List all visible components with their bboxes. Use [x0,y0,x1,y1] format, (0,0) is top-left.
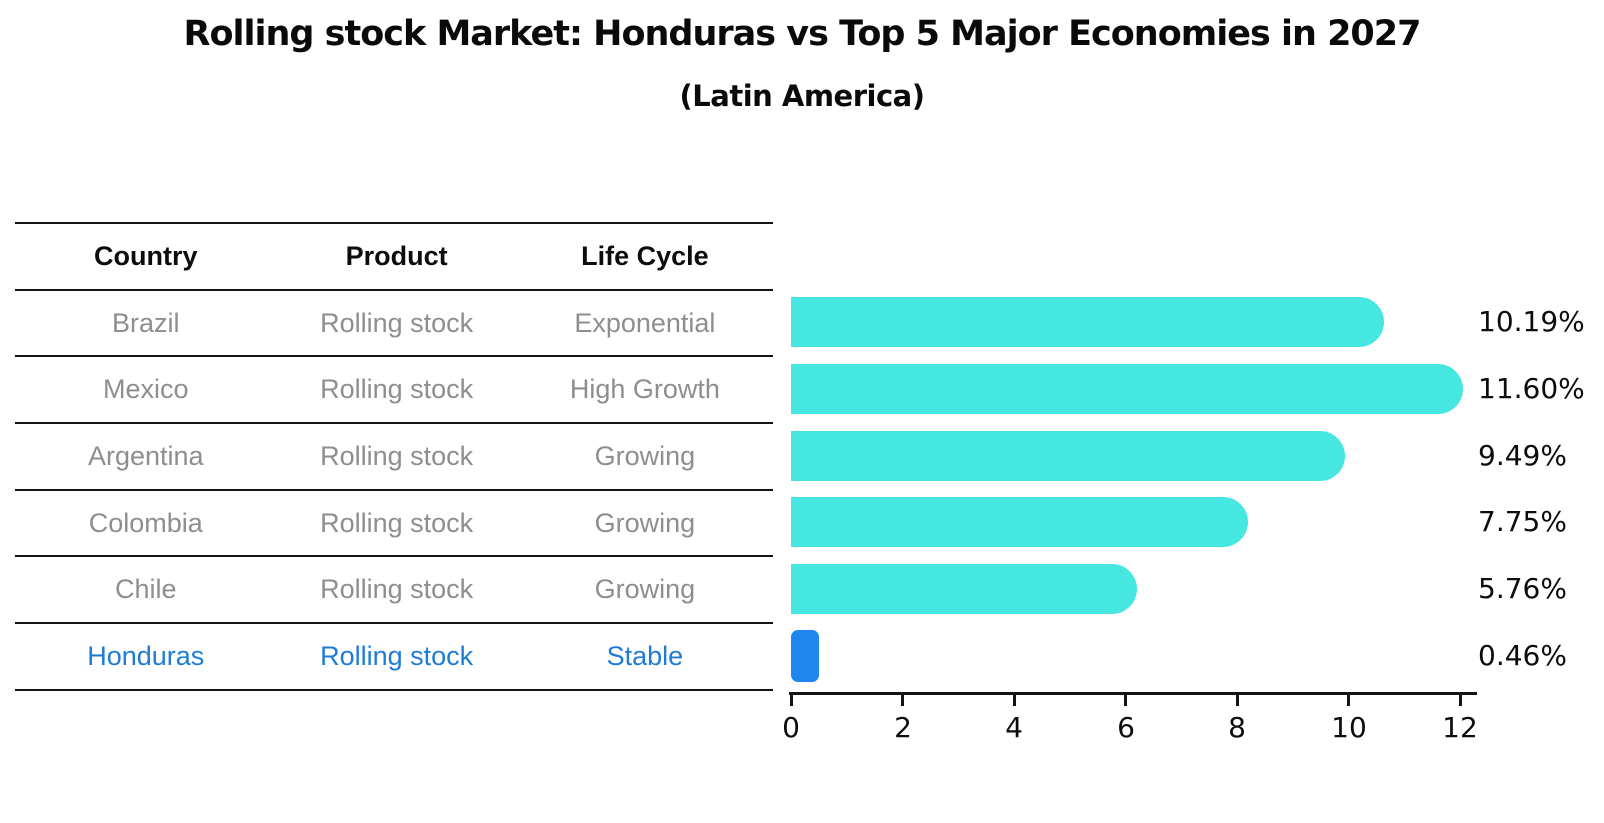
table-row: Honduras Rolling stock Stable [15,622,773,689]
cell-life-cycle: Growing [594,440,696,471]
cell-life-cycle: Exponential [574,307,716,338]
table-row: Argentina Rolling stock Growing [15,422,773,489]
x-axis-tick [1013,695,1016,706]
column-header-life-cycle: Life Cycle [581,240,709,271]
chart-title: Rolling stock Market: Honduras vs Top 5 … [183,14,1422,54]
cell-country: Brazil [111,307,180,338]
table-row: Colombia Rolling stock Growing [15,488,773,556]
x-axis-tick-label: 12 [1442,711,1478,744]
cell-country: Colombia [88,507,203,538]
bar-value-label: 0.46% [1478,639,1567,672]
cell-product: Rolling stock [320,307,474,338]
bar-honduras [791,630,819,682]
x-axis-tick [1347,695,1350,706]
cell-country: Honduras [87,640,205,671]
x-axis-tick-label: 4 [1005,711,1023,744]
table-row: Brazil Rolling stock Exponential [15,288,773,356]
column-header-product: Product [345,240,448,271]
bar-chile [791,564,1137,614]
table-header-row: Country Product Life Cycle [15,222,773,289]
x-axis-tick-label: 0 [782,711,800,744]
country-table: Country Product Life Cycle Brazil Rollin… [15,222,773,691]
bar-value-label: 5.76% [1478,572,1567,605]
cell-product: Rolling stock [320,440,474,471]
x-axis-tick [901,695,904,706]
cell-country: Mexico [102,374,189,405]
bar-value-label: 7.75% [1478,505,1567,538]
cell-product: Rolling stock [320,640,474,671]
x-axis-tick [1236,695,1239,706]
cell-life-cycle: Growing [594,574,696,605]
cell-country: Argentina [87,440,204,471]
chart-subtitle: (Latin America) [679,79,925,113]
cell-life-cycle: Stable [606,640,684,671]
x-axis-tick-label: 6 [1117,711,1135,744]
bar-value-label: 9.49% [1478,439,1567,472]
bar-value-label: 10.19% [1478,305,1585,338]
bar-mexico [791,364,1463,414]
bar-colombia [791,497,1248,547]
cell-product: Rolling stock [320,507,474,538]
cell-country: Chile [114,574,177,605]
x-axis-tick [1124,695,1127,706]
x-axis-tick [790,695,793,706]
bar-brazil [791,297,1384,347]
bar-value-label: 11.60% [1478,372,1585,405]
table-row: Chile Rolling stock Growing [15,555,773,622]
cell-product: Rolling stock [320,574,474,605]
bar-argentina [791,431,1345,481]
cell-product: Rolling stock [320,374,474,405]
x-axis-tick-label: 8 [1228,711,1246,744]
cell-life-cycle: Growing [594,507,696,538]
column-header-country: Country [94,240,198,271]
cell-life-cycle: High Growth [569,374,720,405]
table-row: Mexico Rolling stock High Growth [15,355,773,422]
x-axis-line [789,692,1477,695]
x-axis-tick-label: 2 [894,711,912,744]
x-axis-tick-label: 10 [1331,711,1367,744]
x-axis-tick [1459,695,1462,706]
